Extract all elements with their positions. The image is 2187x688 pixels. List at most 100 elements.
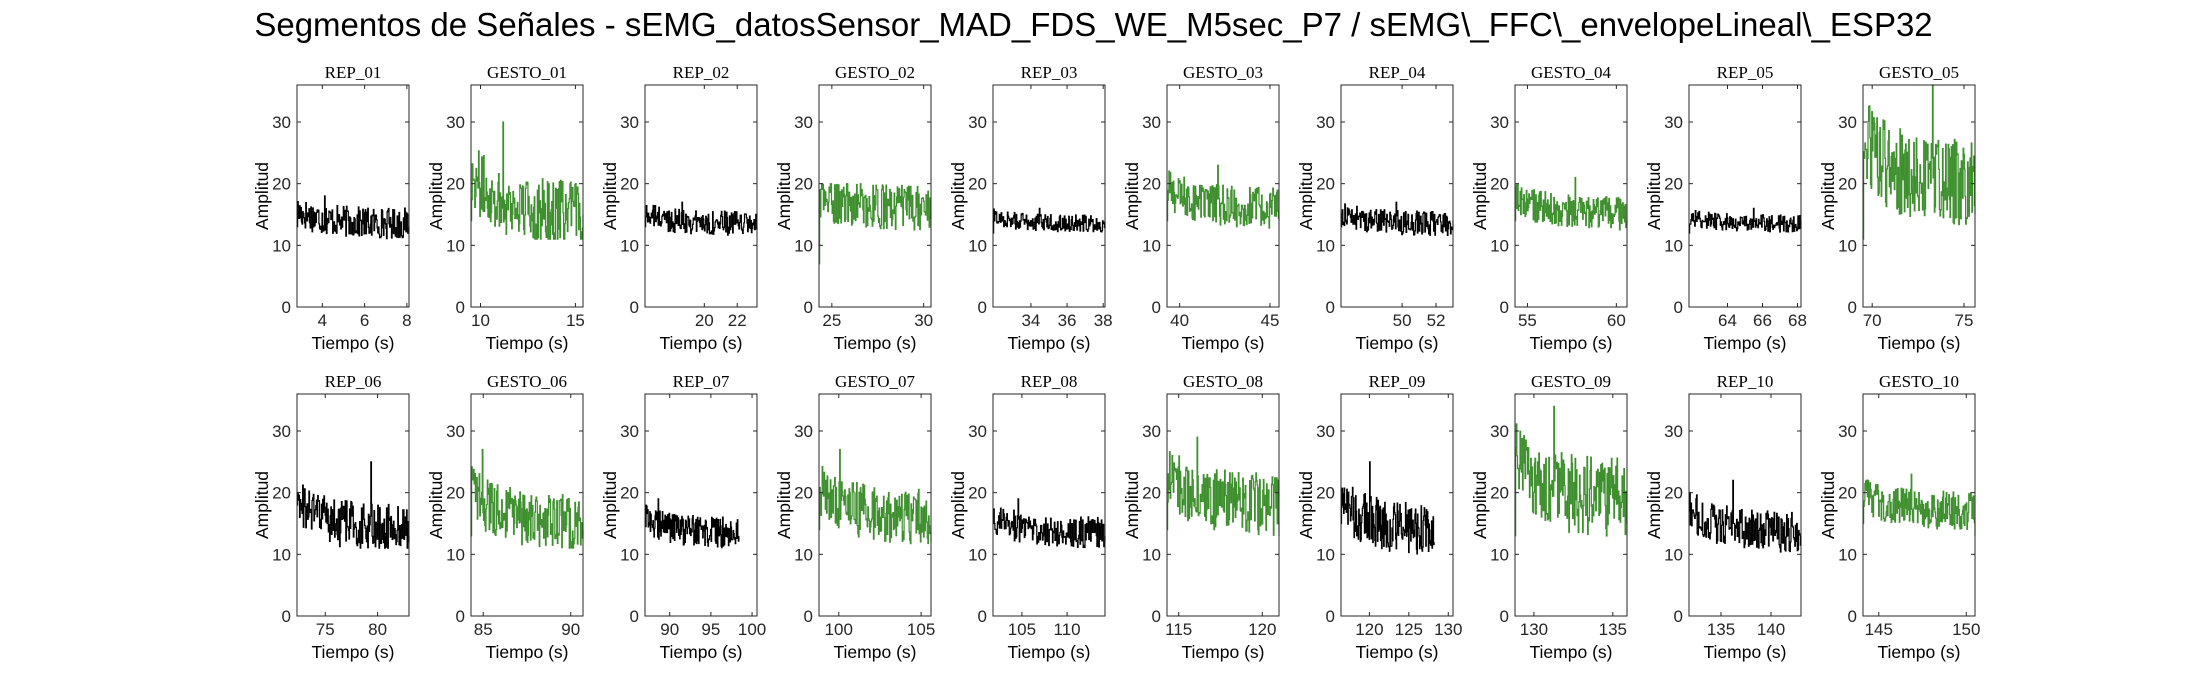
axes-box [470,393,584,617]
y-axis-label: Amplitud [774,471,794,539]
y-tick-label: 20 [1316,484,1335,503]
x-tick-label: 100 [738,620,766,639]
y-tick-label: 30 [1316,422,1335,441]
y-tick-label: 0 [1674,298,1683,317]
axes-box [992,84,1106,308]
x-tick-label: 120 [1248,620,1276,639]
y-tick-label: 30 [1142,113,1161,132]
y-axis-label: Amplitud [252,471,272,539]
x-axis-label: Tiempo (s) [312,642,395,662]
subplot: 0 10 20 30 10 15 GESTO_01 Tiempo (s) Amplitud [426,63,585,353]
signal-line [645,201,758,236]
signal-line [297,461,410,549]
subplot: 0 10 20 30 85 90 GESTO_06 Tiempo (s) Amplitud [426,372,584,662]
subplot: 0 10 20 30 40 45 GESTO_03 Tiempo (s) Amplitud [1122,63,1280,353]
x-tick-label: 135 [1599,620,1627,639]
y-tick-label: 30 [1838,113,1857,132]
x-tick-label: 120 [1355,620,1383,639]
y-axis-label: Amplitud [1818,471,1838,539]
x-tick-label: 80 [368,620,387,639]
x-axis-label: Tiempo (s) [1530,642,1613,662]
signal-line [1863,473,1976,536]
x-tick-label: 25 [822,311,841,330]
y-tick-label: 0 [456,298,465,317]
y-tick-label: 10 [272,545,291,564]
x-tick-label: 45 [1261,311,1280,330]
y-tick-label: 20 [1490,484,1509,503]
x-axis-label: Tiempo (s) [1704,333,1787,353]
y-tick-label: 20 [968,175,987,194]
x-axis-label: Tiempo (s) [486,642,569,662]
x-tick-label: 36 [1058,311,1077,330]
y-tick-label: 0 [456,607,465,626]
y-axis-label: Amplitud [1818,162,1838,230]
x-tick-label: 60 [1607,311,1626,330]
axes-box [470,84,584,308]
y-tick-label: 0 [804,298,813,317]
x-tick-label: 100 [825,620,853,639]
y-tick-label: 20 [620,484,639,503]
y-tick-label: 10 [1838,236,1857,255]
x-tick-label: 75 [316,620,335,639]
axes-box [1862,84,1976,308]
y-tick-label: 10 [968,545,987,564]
signal-line [819,183,932,265]
y-tick-label: 30 [1664,422,1683,441]
y-axis-label: Amplitud [1296,162,1316,230]
subplot: 0 10 20 30 75 80 REP_06 Tiempo (s) Amplitud [252,372,410,662]
y-axis-label: Amplitud [1470,471,1490,539]
x-tick-label: 40 [1170,311,1189,330]
y-tick-label: 20 [1664,484,1683,503]
y-tick-label: 10 [794,236,813,255]
x-axis-label: Tiempo (s) [1356,642,1439,662]
y-tick-label: 0 [1152,607,1161,626]
x-tick-label: 55 [1518,311,1537,330]
axes-box [1688,84,1802,308]
subplot-title: REP_05 [1717,63,1774,82]
axes-box [644,84,758,308]
y-axis-label: Amplitud [948,471,968,539]
y-tick-label: 10 [968,236,987,255]
x-tick-label: 30 [914,311,933,330]
subplot: 0 10 20 30 4 6 8 REP_01 Tiempo (s) Amplitud [252,63,412,353]
axes-box [644,393,758,617]
subplot-title: REP_09 [1369,372,1426,391]
subplot: 0 10 20 30 25 30 GESTO_02 Tiempo (s) Amplitud [774,63,933,353]
y-tick-label: 30 [968,422,987,441]
subplot-title: REP_03 [1021,63,1078,82]
y-axis-label: Amplitud [600,162,620,230]
x-axis-label: Tiempo (s) [660,333,743,353]
x-tick-label: 22 [728,311,747,330]
x-tick-label: 10 [471,311,490,330]
y-axis-label: Amplitud [252,162,272,230]
axes-box [296,84,410,308]
y-tick-label: 30 [446,422,465,441]
x-axis-label: Tiempo (s) [1008,642,1091,662]
x-tick-label: 105 [1008,620,1036,639]
subplot-title: GESTO_09 [1531,372,1611,391]
y-axis-label: Amplitud [948,162,968,230]
x-tick-label: 66 [1753,311,1772,330]
y-tick-label: 0 [282,298,291,317]
y-tick-label: 20 [1664,175,1683,194]
x-tick-label: 64 [1718,311,1737,330]
x-tick-label: 115 [1165,620,1192,639]
y-tick-label: 30 [794,422,813,441]
x-tick-label: 150 [1952,620,1980,639]
y-tick-label: 20 [1838,484,1857,503]
x-axis-label: Tiempo (s) [1704,642,1787,662]
subplot: 0 10 20 30 105 110 REP_08 Tiempo (s) Amplitud [948,372,1106,662]
x-tick-label: 20 [695,311,714,330]
x-tick-label: 130 [1434,620,1462,639]
x-axis-label: Tiempo (s) [1182,333,1265,353]
x-tick-label: 6 [360,311,369,330]
y-tick-label: 10 [620,236,639,255]
y-tick-label: 10 [1664,545,1683,564]
subplot-title: GESTO_04 [1531,63,1611,82]
x-tick-label: 34 [1021,311,1040,330]
axes-box [818,393,932,617]
subplot-title: REP_06 [325,372,382,391]
y-tick-label: 0 [1500,607,1509,626]
y-tick-label: 20 [620,175,639,194]
